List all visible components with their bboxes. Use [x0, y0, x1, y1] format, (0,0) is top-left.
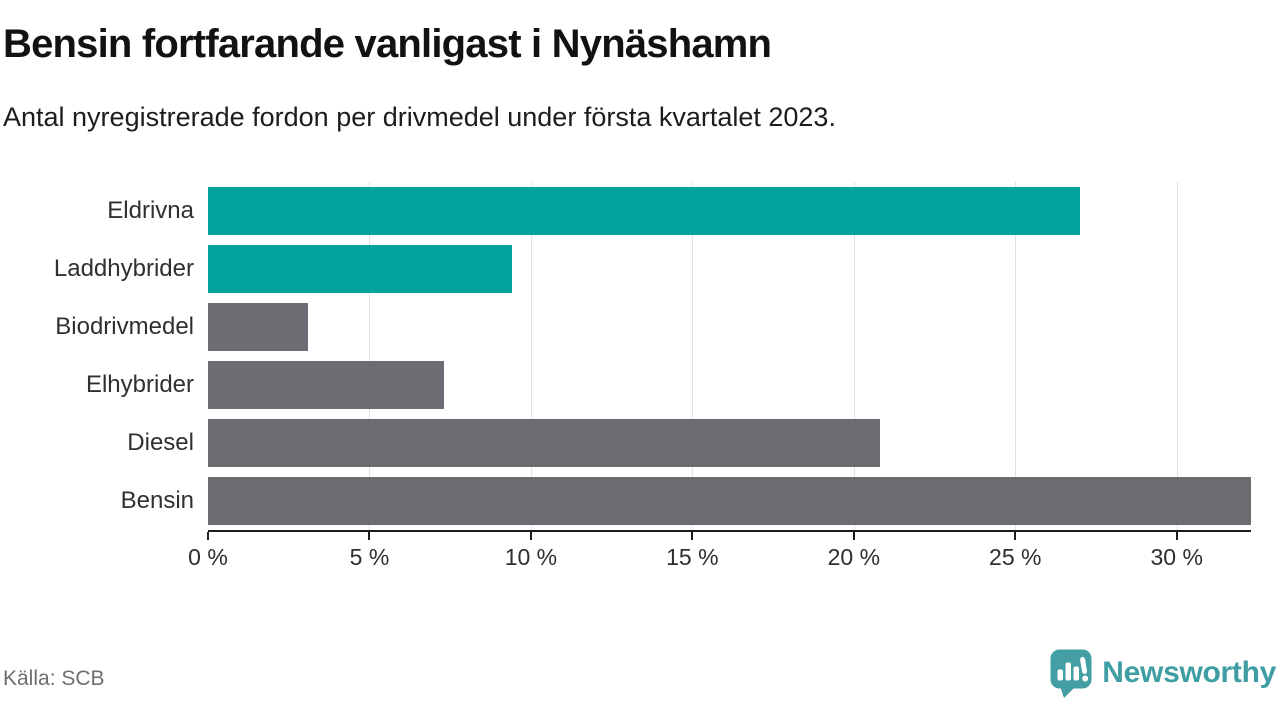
category-label-diesel: Diesel [127, 429, 194, 456]
axis-tick-10 [529, 532, 532, 540]
axis-tick-label-25: 25 % [989, 544, 1042, 570]
gridline-30 [1176, 182, 1178, 530]
gridline-15 [692, 182, 694, 530]
newsworthy-logo: Newsworthy [1049, 648, 1276, 698]
axis-tick-0 [207, 532, 209, 540]
axis-tick-label-5: 5 % [349, 544, 390, 570]
plot-area [208, 182, 1251, 530]
chart-title: Bensin fortfarande vanligast i Nynäshamn [3, 22, 772, 66]
bar-elhybrider [208, 361, 444, 409]
gridline-5 [369, 182, 371, 530]
newsworthy-speech-bubble-bar-chart-icon [1050, 649, 1092, 698]
bar-bensin [208, 477, 1251, 525]
category-label-elhybrider: Elhybrider [85, 371, 194, 398]
category-axis: Eldrivna Laddhybrider Biodrivmedel Elhybrid… [0, 182, 194, 530]
category-label-eldrivna: Eldrivna [107, 197, 194, 224]
axis-tick-25 [1014, 532, 1017, 540]
x-axis: 0 % 5 % 10 % 15 % 20 % 25 % 30 % [188, 530, 1251, 596]
newsworthy-wordmark: Newsworthy [1102, 656, 1276, 689]
axis-tick-label-20: 20 % [827, 544, 881, 570]
category-label-bensin: Bensin [120, 487, 194, 514]
axis-tick-label-0: 0 % [188, 544, 228, 570]
chart-subtitle: Antal nyregistrerade fordon per drivmede… [3, 102, 836, 132]
axis-tick-label-10: 10 % [504, 544, 558, 570]
gridline-25 [1015, 182, 1017, 530]
source-label: Källa: SCB [3, 667, 105, 690]
bar-laddhybrider [208, 245, 512, 293]
bar-biodrivmedel [208, 303, 309, 351]
category-label-biodrivmedel: Biodrivmedel [55, 313, 194, 340]
gridline-10 [530, 182, 532, 530]
axis-tick-label-30: 30 % [1150, 544, 1203, 570]
axis-tick-label-15: 15 % [666, 544, 719, 570]
axis-tick-5 [368, 532, 371, 540]
bar-diesel [208, 419, 880, 467]
axis-tick-20 [852, 532, 855, 540]
axis-tick-15 [691, 532, 694, 540]
gridline-20 [853, 182, 855, 530]
axis-tick-30 [1175, 532, 1178, 540]
category-label-laddhybrider: Laddhybrider [53, 255, 194, 282]
bar-eldrivna [208, 187, 1080, 235]
